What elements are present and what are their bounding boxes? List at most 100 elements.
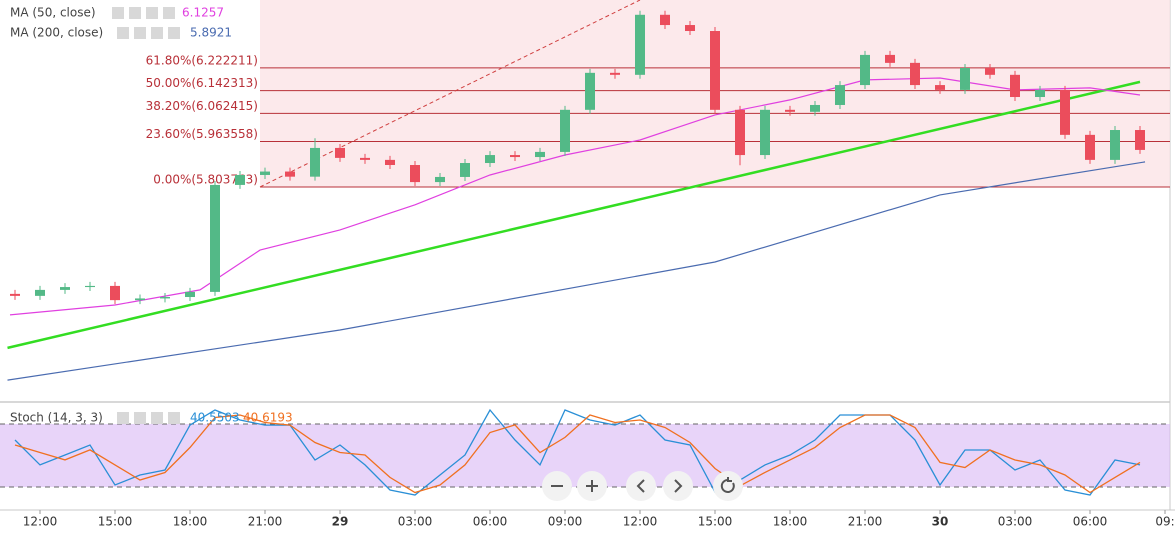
candle-body [485,155,495,164]
candle-body [960,67,970,90]
legend-icon [163,7,175,19]
candle-body [110,285,120,301]
stoch-line [14,408,1141,496]
trendline [7,80,1141,350]
candle-body [235,174,245,185]
stoch-title: Stoch (14, 3, 3) [10,411,103,425]
legend-icon [134,412,146,424]
candle-body [835,85,845,105]
candle-body [260,171,270,175]
candle-body [885,54,895,63]
candle-body [285,171,295,177]
legend-icon [117,27,129,39]
candle-body [860,54,870,86]
legend-value: 5.8921 [190,26,232,40]
candle-body [35,289,45,296]
fib-anchor-line [259,0,641,188]
x-tick-label: 15:00 [98,515,133,529]
legend-icon [117,412,129,424]
candle-body [1035,89,1045,98]
candle-body [160,297,170,299]
candle-body [735,109,745,156]
candle-body [760,109,770,156]
candle-body [60,287,70,290]
candle-body [85,285,95,288]
fib-level-label: 38.20%(6.062415) [146,99,258,113]
stoch-value: 40.6193 [243,411,293,425]
zoom-out-button[interactable] [542,471,572,501]
x-tick-label: 09: [1155,515,1174,529]
zoom-in-button[interactable] [577,471,607,501]
x-tick-label: 29 [332,515,349,529]
candle-body [1085,134,1095,160]
moving-average-line [7,161,1146,381]
fib-level-label: 50.00%(6.142313) [146,76,258,90]
legend-icon [151,412,163,424]
candle-body [685,25,695,32]
scroll-left-button[interactable] [626,471,656,501]
candle-body [335,147,345,158]
x-tick-label: 09:00 [548,515,583,529]
candle-body [1010,74,1020,98]
scroll-right-button[interactable] [663,471,693,501]
candle-body [435,176,445,183]
legend-icon [168,412,180,424]
legend-icon [112,7,124,19]
x-tick-label: 21:00 [248,515,283,529]
moving-average-line [9,77,1141,316]
x-tick-label: 15:00 [698,515,733,529]
candle-body [310,147,320,177]
legend-icon [129,7,141,19]
candle-body [385,159,395,166]
candle-body [1110,130,1120,160]
candle-body [910,62,920,86]
x-tick-label: 18:00 [773,515,808,529]
candle-body [210,184,220,292]
x-tick-label: 06:00 [473,515,508,529]
x-tick-label: 06:00 [1073,515,1108,529]
candle-body [710,31,720,110]
candle-body [585,72,595,110]
x-tick-label: 18:00 [173,515,208,529]
stoch-pane [0,408,1170,496]
reset-button[interactable] [713,471,743,501]
x-tick-label: 12:00 [23,515,58,529]
zoom-controls [542,471,743,501]
candle-body [410,165,420,183]
x-tick-label: 30 [932,515,949,529]
stoch-line [14,414,1141,494]
legend-label: MA (50, close) [10,6,96,20]
x-tick-label: 12:00 [623,515,658,529]
candle-body [635,14,645,75]
candle-body [460,163,470,177]
candle-body [360,157,370,160]
candle-body [135,298,145,301]
legend-icon [134,27,146,39]
candle-body [535,151,545,158]
x-tick-label: 21:00 [848,515,883,529]
legend-icon [146,7,158,19]
legend-label: MA (200, close) [10,26,103,40]
legend-icon [151,27,163,39]
candle-body [610,72,620,75]
x-tick-label: 03:00 [398,515,433,529]
candle-body [985,67,995,75]
candle-body [1135,130,1145,150]
fib-level-label: 23.60%(5.963558) [146,127,258,141]
main-pane: 61.80%(6.222211) 50.00%(6.142313) 38.20%(6… [7,0,1170,381]
fib-level-label: 0.00%(5.803763) [153,172,258,186]
x-tick-label: 03:00 [998,515,1033,529]
candle-body [935,85,945,90]
candle-body [560,109,570,152]
candle-body [10,293,20,296]
legend-icon [168,27,180,39]
candle-body [1060,89,1070,135]
candle-body [185,291,195,298]
candle-body [810,104,820,112]
legend-value: 6.1257 [182,6,224,20]
stoch-value: 40.5503 [190,411,240,425]
fib-level-label: 61.80%(6.222211) [146,53,258,67]
candle-body [785,109,795,112]
